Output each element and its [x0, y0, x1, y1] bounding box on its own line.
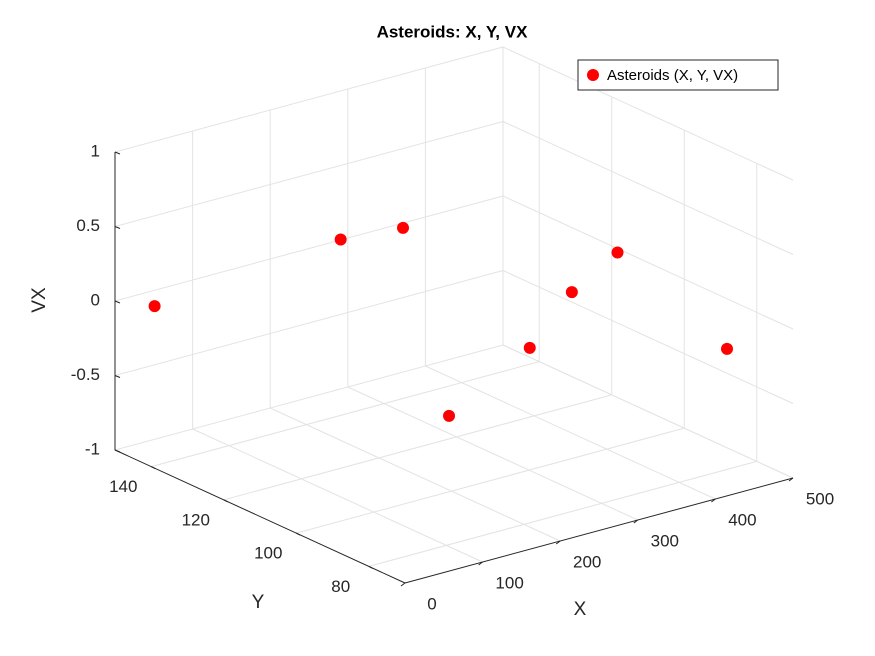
x-tick: [788, 477, 794, 482]
data-point: [523, 341, 536, 354]
grid-line: [114, 121, 504, 227]
grid-line: [114, 195, 504, 302]
y-tick-label: 140: [109, 477, 137, 496]
x-tick-label: 100: [495, 573, 523, 592]
data-point: [148, 300, 161, 313]
z-tick: [114, 226, 121, 229]
data-point: [397, 221, 410, 234]
z-tick-label: 1: [91, 141, 100, 160]
grid-line: [502, 270, 794, 404]
z-tick: [114, 449, 121, 453]
x-axis-label: X: [574, 599, 587, 620]
x-tick: [555, 540, 561, 545]
grid-line: [502, 195, 794, 330]
grid-line: [114, 46, 504, 153]
data-point: [334, 233, 347, 246]
grid-line: [151, 361, 540, 468]
axes: 0 100 200 300 400 500 80 100 120 140 -1 -0.5 0 0.5 1: [71, 141, 834, 613]
z-tick-label: -1: [85, 439, 100, 458]
x-tick: [633, 519, 639, 524]
grid: [114, 46, 794, 584]
grid-line: [114, 344, 504, 451]
z-tick: [114, 151, 121, 155]
y-tick: [368, 565, 373, 569]
chart-title: Asteroids: X, Y, VX: [377, 22, 529, 41]
y-tick: [223, 499, 228, 503]
y-tick-label: 120: [182, 510, 210, 529]
grid-line: [425, 365, 716, 500]
x-tick-label: 400: [728, 510, 756, 529]
y-tick: [296, 532, 301, 536]
y-tick-label: 100: [254, 544, 282, 563]
legend-label: Asteroids (X, Y, VX): [607, 67, 738, 84]
z-tick-label: 0: [91, 290, 100, 309]
x-tick-label: 200: [573, 552, 601, 571]
marks: [148, 221, 734, 422]
x-tick-label: 0: [427, 594, 436, 613]
data-point: [721, 342, 734, 355]
x-tick: [400, 582, 406, 587]
legend: Asteroids (X, Y, VX): [577, 59, 779, 91]
x-axis: [404, 477, 794, 584]
data-point: [611, 246, 624, 259]
y-axis-label: Y: [252, 592, 265, 613]
grid-line: [502, 46, 794, 181]
legend-marker: [587, 69, 599, 81]
x-tick-label: 300: [651, 531, 679, 550]
grid-line: [296, 427, 685, 534]
data-point: [565, 286, 578, 299]
z-tick-label: 0.5: [76, 216, 100, 235]
grid-line: [223, 394, 612, 501]
grid-line: [269, 407, 561, 542]
grid-line: [192, 428, 483, 563]
grid-line: [114, 270, 504, 376]
legend-box: [577, 59, 779, 91]
grid-line: [502, 344, 794, 479]
x-tick: [478, 561, 483, 566]
grid-line: [368, 460, 757, 567]
z-axis-label: VX: [29, 287, 50, 313]
x-tick-label: 500: [806, 489, 834, 508]
y-tick-label: 80: [331, 577, 350, 596]
z-tick: [114, 375, 121, 378]
data-point: [443, 409, 456, 422]
grid-line: [347, 386, 639, 521]
z-tick-label: -0.5: [71, 365, 100, 384]
y-axis: [114, 449, 406, 584]
y-tick: [151, 466, 156, 470]
x-tick: [711, 498, 716, 503]
grid-line: [502, 121, 794, 255]
z-tick: [114, 300, 121, 304]
